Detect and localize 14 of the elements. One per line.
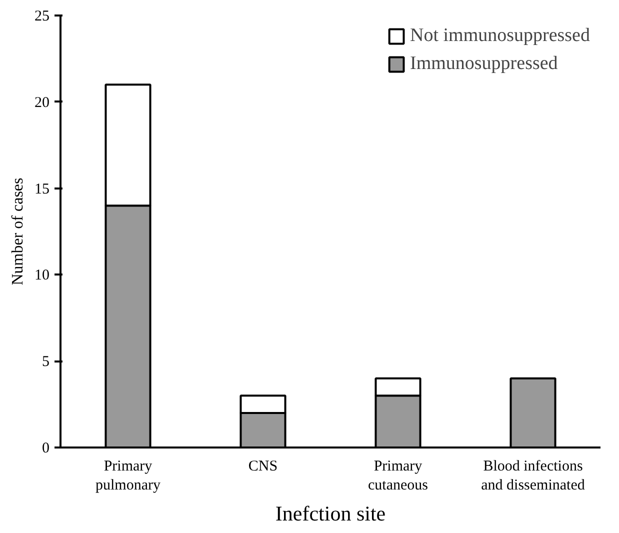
x-tick-label: CNS bbox=[248, 458, 278, 474]
y-tick-label: 0 bbox=[42, 440, 50, 456]
y-axis-title: Number of cases bbox=[10, 178, 26, 286]
x-tick-label: Primary pulmonary bbox=[96, 458, 161, 494]
x-tick-label: Blood infections and disseminated bbox=[481, 458, 586, 494]
x-tick-label: Primary cutaneous bbox=[368, 458, 428, 494]
legend-label: Not immunosuppressed bbox=[410, 25, 590, 47]
legend-label: Immunosuppressed bbox=[410, 53, 558, 75]
y-tick-label: 20 bbox=[34, 94, 50, 111]
x-axis-title: Inefction site bbox=[275, 502, 386, 526]
y-tick-label: 5 bbox=[42, 354, 50, 370]
y-tick-label: 25 bbox=[34, 8, 50, 24]
y-tick-label: 10 bbox=[34, 268, 50, 284]
y-tick-label: 15 bbox=[34, 181, 50, 198]
